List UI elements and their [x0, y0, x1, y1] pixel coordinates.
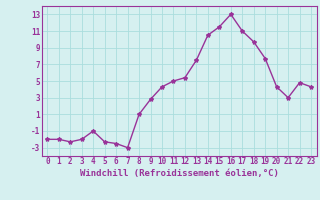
- X-axis label: Windchill (Refroidissement éolien,°C): Windchill (Refroidissement éolien,°C): [80, 169, 279, 178]
